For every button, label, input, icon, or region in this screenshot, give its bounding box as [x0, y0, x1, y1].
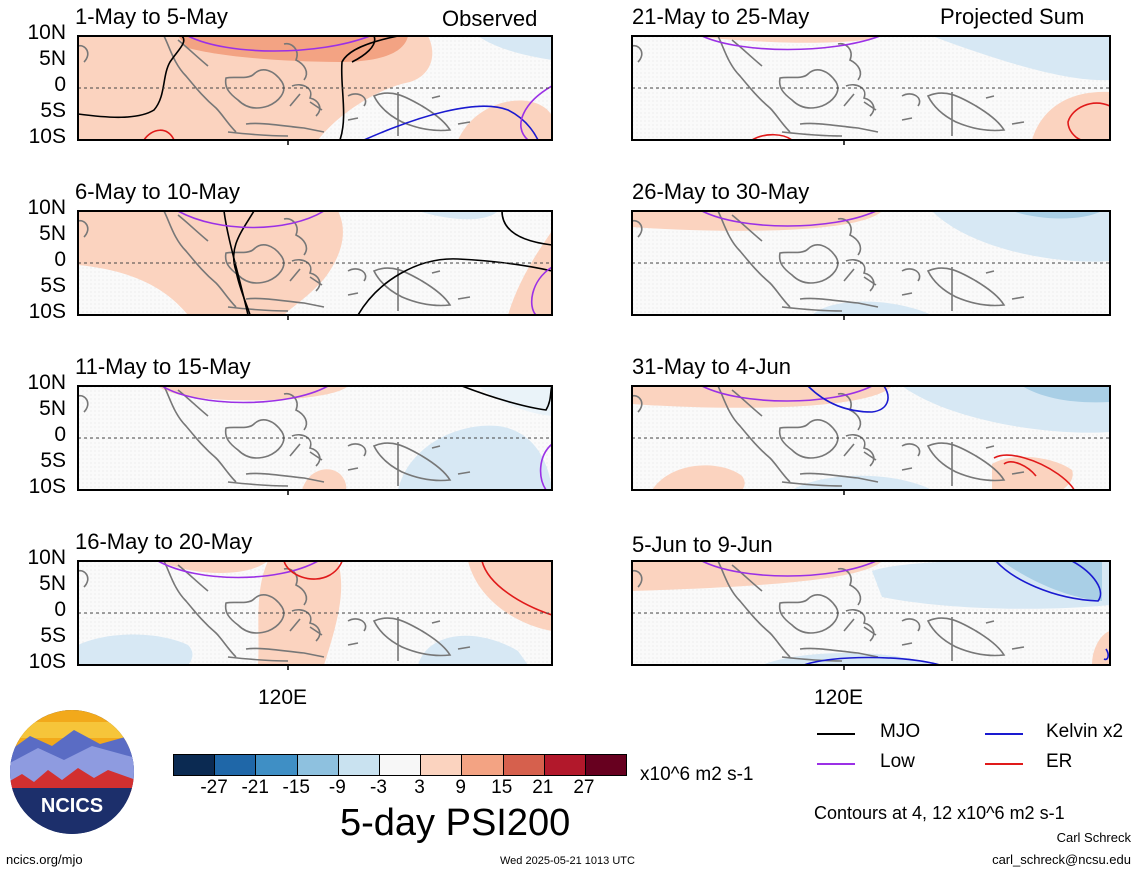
- footer-timestamp: Wed 2025-05-21 1013 UTC: [500, 855, 635, 867]
- y-tick-label: 10N: [27, 546, 66, 569]
- colorbar-units: x10^6 m2 s-1: [640, 764, 754, 785]
- y-tick-label: 10N: [27, 371, 66, 394]
- colorbar: [173, 754, 627, 776]
- panel-title-5: 21-May to 25-May: [632, 4, 810, 29]
- colorbar-tick-label: -3: [370, 777, 387, 798]
- colorbar-tick-label: 15: [491, 777, 513, 798]
- colorbar-swatch: [585, 755, 627, 775]
- y-tick-label: 10N: [27, 21, 66, 44]
- colorbar-swatch: [256, 755, 298, 775]
- panel-title-8: 5-Jun to 9-Jun: [632, 532, 773, 557]
- projected-label: Projected Sum: [940, 4, 1085, 29]
- colorbar-swatch: [544, 755, 586, 775]
- colorbar-tick-label: -27: [200, 777, 228, 798]
- legend-mjo-label: MJO: [880, 721, 921, 742]
- legend-er-label: ER: [1046, 751, 1073, 772]
- observed-label: Observed: [442, 6, 538, 31]
- colorbar-tick-label: -9: [328, 777, 346, 798]
- panel-title-4: 16-May to 20-May: [75, 529, 253, 554]
- contours-note: Contours at 4, 12 x10^6 m2 s-1: [814, 803, 1065, 823]
- logo-text: NCICS: [41, 795, 103, 817]
- y-tick-label: 5S: [40, 274, 66, 297]
- colorbar-swatch: [297, 755, 339, 775]
- y-tick-label: 10S: [28, 650, 66, 673]
- y-tick-label: 5S: [40, 449, 66, 472]
- x-tick-120e-right: 120E: [814, 686, 864, 709]
- legend-low-line: [817, 763, 855, 765]
- colorbar-swatch: [462, 755, 504, 775]
- panel-title-7: 31-May to 4-Jun: [632, 354, 791, 379]
- y-tick-label: 10N: [27, 196, 66, 219]
- colorbar-tick-label: -15: [282, 777, 310, 798]
- colorbar-swatch: [215, 755, 257, 775]
- footer-author: Carl Schreck: [1056, 830, 1131, 845]
- panel-title-1: 1-May to 5-May: [75, 4, 228, 29]
- y-tick-label: 5N: [39, 397, 66, 420]
- panel-title-3: 11-May to 15-May: [75, 354, 251, 379]
- colorbar-tick-label: 3: [414, 777, 425, 798]
- panel-title-2: 6-May to 10-May: [75, 179, 241, 204]
- main-title: 5-day PSI200: [340, 802, 571, 844]
- footer-email: carl_schreck@ncsu.edu: [992, 852, 1131, 867]
- footer-url: ncics.org/mjo: [6, 852, 83, 867]
- legend-kelvin-line: [985, 733, 1023, 735]
- x-tick-120e-left: 120E: [258, 686, 308, 709]
- legend-kelvin-label: Kelvin x2: [1046, 721, 1124, 742]
- y-tick-label: 0: [54, 598, 66, 621]
- colorbar-tick-label: 21: [532, 777, 554, 798]
- y-tick-label: 10S: [28, 300, 66, 323]
- colorbar-tick-label: 9: [455, 777, 466, 798]
- colorbar-tick-label: -21: [241, 777, 269, 798]
- y-tick-label: 10S: [28, 125, 66, 148]
- y-tick-label: 5S: [40, 624, 66, 647]
- y-tick-label: 5S: [40, 99, 66, 122]
- y-tick-label: 10S: [28, 475, 66, 498]
- ncics-logo: NCICS: [10, 710, 134, 834]
- colorbar-swatch: [503, 755, 545, 775]
- colorbar-tick-label: 27: [573, 777, 595, 798]
- y-tick-label: 5N: [39, 47, 66, 70]
- y-tick-label: 0: [54, 73, 66, 96]
- panel-title-6: 26-May to 30-May: [632, 179, 810, 204]
- colorbar-swatch: [338, 755, 380, 775]
- y-tick-label: 0: [54, 248, 66, 271]
- legend-low-label: Low: [880, 751, 915, 772]
- colorbar-swatch: [421, 755, 463, 775]
- legend-mjo-line: [817, 733, 855, 735]
- y-tick-label: 0: [54, 423, 66, 446]
- legend-er-line: [985, 763, 1023, 765]
- colorbar-swatch: [174, 755, 216, 775]
- y-tick-label: 5N: [39, 222, 66, 245]
- colorbar-swatch: [379, 755, 422, 775]
- y-tick-label: 5N: [39, 572, 66, 595]
